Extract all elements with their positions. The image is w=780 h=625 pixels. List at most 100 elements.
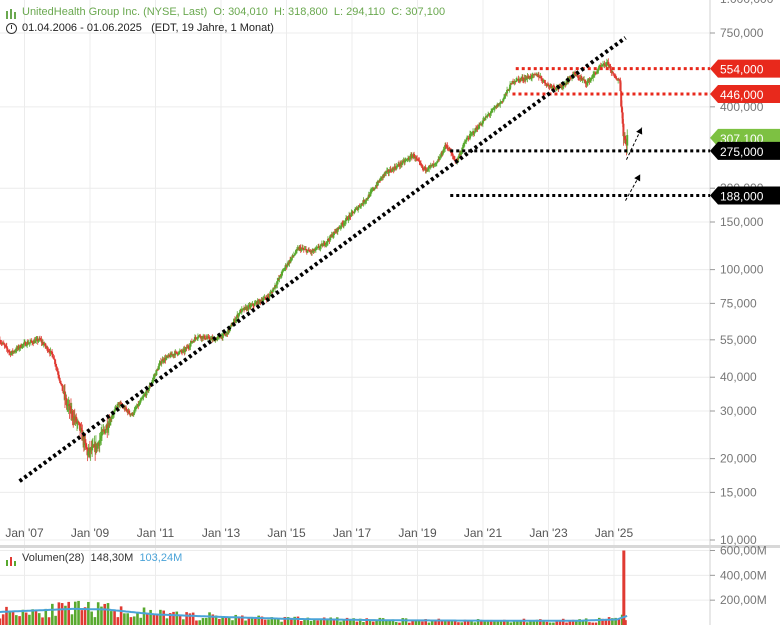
candle-body [413, 153, 416, 158]
volume-bar [466, 620, 470, 625]
candle-body [302, 247, 305, 250]
candle-body [350, 212, 353, 217]
instrument-name: UnitedHealth Group Inc. (NYSE, Last) [22, 6, 208, 18]
volume-y-tick-label: 600,00M [720, 543, 767, 557]
candle-body [78, 422, 81, 424]
candle-body [276, 281, 279, 285]
candle-body [364, 200, 367, 202]
candle-body [60, 384, 63, 386]
candle-body [113, 409, 116, 412]
volume-bar [87, 601, 90, 625]
candle-body [277, 278, 280, 280]
candle-body [252, 303, 255, 306]
volume-bar [237, 616, 241, 625]
candle-body [148, 385, 151, 389]
candle-body [359, 206, 362, 208]
candle-body [250, 304, 253, 306]
candle-body [85, 443, 88, 448]
candle-body [433, 163, 436, 165]
volume-bar [476, 619, 480, 625]
volume-bar [597, 617, 601, 625]
candle-body [530, 77, 533, 79]
candle-body [75, 416, 78, 423]
candle-body [65, 398, 68, 406]
candle-body [456, 158, 459, 160]
candle-body [322, 243, 325, 247]
volume-bar [299, 621, 303, 625]
candle-body [363, 201, 366, 203]
candle-body [283, 269, 286, 271]
candle-body [193, 337, 196, 342]
candle-body [493, 107, 496, 109]
candle-body [347, 219, 350, 221]
candle-body [382, 174, 385, 178]
candle-body [379, 177, 382, 181]
volume-bar [316, 620, 319, 625]
volume-bar [607, 617, 611, 625]
candle-body [26, 342, 29, 345]
candle-body [462, 144, 465, 148]
candle-body [529, 76, 532, 79]
candle-body [404, 159, 407, 161]
candle-body [267, 295, 270, 297]
candle-body [165, 357, 168, 360]
candle-body [460, 150, 463, 152]
volume-bar [326, 618, 329, 625]
volume-bar [542, 621, 545, 625]
candle-body [500, 102, 503, 104]
volume-bar [136, 611, 139, 625]
volume-bar [165, 618, 169, 625]
volume-bar [594, 622, 598, 625]
volume-bar [146, 612, 149, 625]
candle-body [22, 344, 25, 346]
price-label-text: 188,000 [720, 189, 764, 203]
candle-body [555, 88, 558, 90]
candle-body [411, 155, 414, 158]
candle-body [170, 353, 173, 356]
candle-body [215, 338, 218, 341]
volume-bar [224, 617, 228, 625]
candle-body [125, 409, 128, 411]
y-tick-label: 1.000,000 [720, 0, 774, 6]
volume-bar [591, 622, 595, 625]
volume-bar [188, 613, 192, 625]
candle-body [605, 65, 608, 67]
x-tick-label: Jan '11 [137, 526, 175, 540]
volume-bar [8, 611, 12, 625]
volume-bar [345, 617, 349, 625]
candle-body [40, 339, 43, 343]
candle-body [363, 199, 366, 203]
pane-separator [0, 545, 780, 548]
open-label: O: [213, 6, 225, 18]
price-label-resistance: 554,000 [710, 59, 780, 78]
volume-bar [581, 621, 585, 625]
x-tick-label: Jan '13 [202, 526, 241, 540]
price-label-box [710, 59, 780, 78]
volume-bar [332, 620, 336, 625]
candle-body [152, 377, 155, 380]
price-label-box [710, 85, 780, 104]
candle-body [474, 128, 477, 133]
candle-body [227, 329, 230, 335]
candle-body [549, 85, 552, 87]
candle-body [197, 335, 200, 338]
candle-body [478, 124, 481, 129]
candle-body [348, 215, 351, 220]
candle-body [133, 409, 136, 414]
candle-body [417, 159, 420, 161]
volume-bar [352, 618, 355, 625]
candle-body [50, 350, 53, 352]
candle-body [530, 74, 533, 78]
volume-bar [342, 620, 346, 625]
price-label-support: 275,000 [710, 141, 780, 160]
volume-bar [365, 618, 369, 625]
volume-bar [70, 614, 74, 625]
volume-bar [195, 620, 198, 625]
y-tick-label: 750,000 [720, 26, 764, 40]
volume-bar [355, 621, 359, 625]
candle-body [338, 228, 341, 230]
candle-body [488, 114, 491, 116]
candle-body [580, 78, 583, 80]
